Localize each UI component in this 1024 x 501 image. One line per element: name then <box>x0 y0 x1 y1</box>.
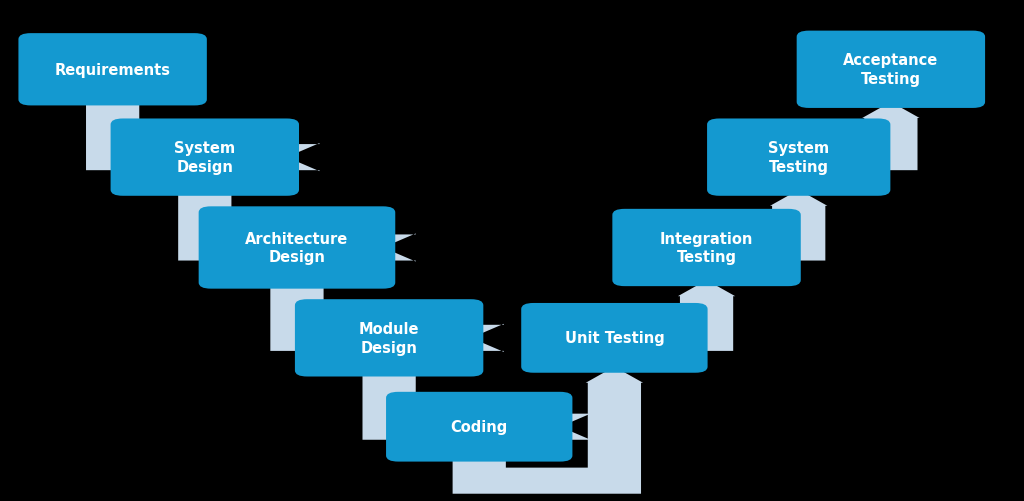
Polygon shape <box>770 190 827 261</box>
Polygon shape <box>178 190 416 262</box>
Text: Architecture
Design: Architecture Design <box>246 231 348 265</box>
Polygon shape <box>270 283 504 352</box>
Text: System
Design: System Design <box>174 141 236 174</box>
FancyBboxPatch shape <box>612 209 801 287</box>
FancyBboxPatch shape <box>386 392 572 462</box>
FancyBboxPatch shape <box>797 32 985 109</box>
Polygon shape <box>862 103 920 171</box>
Polygon shape <box>362 371 593 441</box>
FancyBboxPatch shape <box>521 303 708 373</box>
Text: Acceptance
Testing: Acceptance Testing <box>843 54 939 87</box>
FancyBboxPatch shape <box>199 207 395 289</box>
FancyBboxPatch shape <box>111 119 299 196</box>
FancyBboxPatch shape <box>707 119 890 196</box>
Text: Coding: Coding <box>451 419 508 434</box>
Text: Unit Testing: Unit Testing <box>564 331 665 346</box>
FancyBboxPatch shape <box>295 300 483 377</box>
Polygon shape <box>453 367 643 494</box>
Text: Requirements: Requirements <box>54 63 171 78</box>
Text: Module
Design: Module Design <box>358 322 420 355</box>
Text: Integration
Testing: Integration Testing <box>659 231 754 265</box>
Text: System
Testing: System Testing <box>768 141 829 174</box>
Polygon shape <box>86 100 319 172</box>
Polygon shape <box>678 281 735 351</box>
FancyBboxPatch shape <box>18 34 207 106</box>
